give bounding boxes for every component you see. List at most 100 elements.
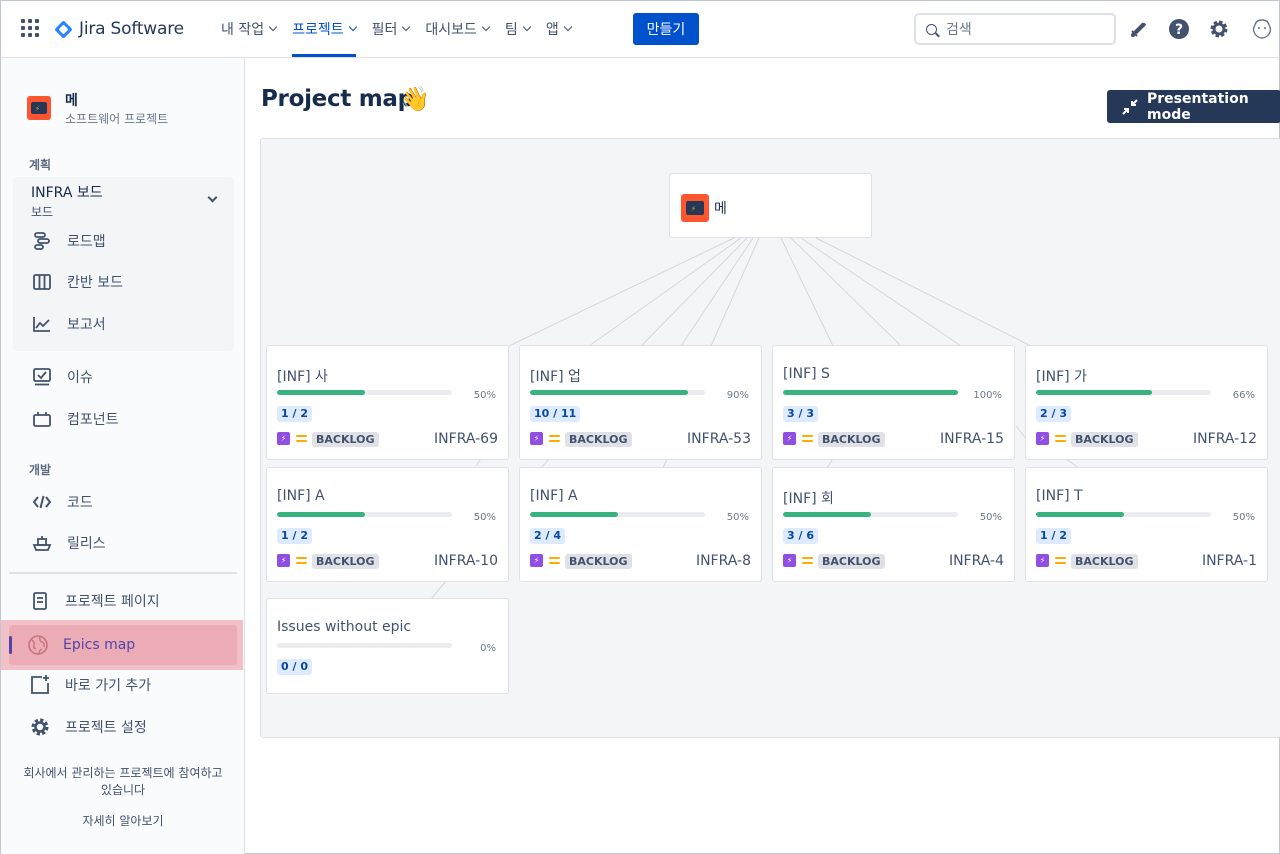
epic-card[interactable]: [INF] 회 50% 3 / 6 ⚡ BACKLOG INFRA-4 <box>772 467 1015 582</box>
app-name: Jira Software <box>79 19 184 39</box>
epic-lightning-icon: ⚡ <box>783 432 796 445</box>
sidebar-item-label: Epics map <box>63 637 136 653</box>
issue-count-badge: 1 / 2 <box>1036 528 1071 544</box>
sidebar-item-label: 이슈 <box>67 370 93 386</box>
board-title[interactable]: INFRA 보드 <box>31 185 103 201</box>
sidebar-item-label: 릴리스 <box>67 536 106 552</box>
sidebar-item-label: 보고서 <box>67 317 106 333</box>
progress-bar <box>1036 512 1211 517</box>
sidebar-item-issues[interactable]: 이슈 <box>31 365 93 389</box>
progress-bar <box>783 512 958 517</box>
root-node-name: 메 <box>714 201 727 217</box>
issue-key[interactable]: INFRA-15 <box>940 431 1004 447</box>
releases-ship-icon <box>31 532 53 554</box>
status-badge: BACKLOG <box>565 432 632 447</box>
sidebar-item-epics-map[interactable]: Epics map <box>27 633 135 657</box>
sidebar-item-components[interactable]: 컴포넌트 <box>31 407 119 431</box>
epic-lightning-icon: ⚡ <box>1036 432 1049 445</box>
epic-title: [INF] 업 <box>530 369 581 385</box>
epic-card[interactable]: [INF] S 100% 3 / 3 ⚡ BACKLOG INFRA-15 <box>772 345 1015 460</box>
help-icon[interactable]: ? <box>1167 17 1191 41</box>
status-badge: BACKLOG <box>818 432 885 447</box>
reports-chart-icon <box>31 313 53 335</box>
status-badge: BACKLOG <box>565 554 632 569</box>
notifications-icon[interactable] <box>1127 17 1151 41</box>
epic-title: [INF] 가 <box>1036 369 1087 385</box>
progress-bar <box>277 643 452 648</box>
settings-gear-icon[interactable] <box>1207 17 1231 41</box>
progress-percent: 100% <box>973 390 1002 401</box>
epic-card[interactable]: [INF] A 50% 2 / 4 ⚡ BACKLOG INFRA-8 <box>519 467 762 582</box>
progress-percent: 50% <box>726 512 749 523</box>
issue-key[interactable]: INFRA-10 <box>434 553 498 569</box>
project-pages-icon <box>29 590 51 612</box>
nav-teams[interactable]: 팀 <box>497 1 538 57</box>
project-root-node[interactable]: 메 <box>669 173 872 238</box>
nav-my-work[interactable]: 내 작업 <box>213 1 284 57</box>
presentation-mode-button[interactable]: Presentation mode <box>1107 90 1280 123</box>
issue-key[interactable]: INFRA-1 <box>1201 553 1257 569</box>
page-title: Project map <box>261 86 414 112</box>
progress-percent: 0% <box>480 643 496 654</box>
epic-lightning-icon: ⚡ <box>530 432 543 445</box>
epic-card[interactable]: [INF] A 50% 1 / 2 ⚡ BACKLOG INFRA-10 <box>266 467 509 582</box>
epic-card-no-epic[interactable]: Issues without epic 0% 0 / 0 <box>266 598 509 694</box>
progress-bar <box>1036 390 1211 395</box>
progress-bar <box>530 390 705 395</box>
epic-card[interactable]: [INF] 업 90% 10 / 11 ⚡ BACKLOG INFRA-53 <box>519 345 762 460</box>
issue-key[interactable]: INFRA-12 <box>1193 431 1257 447</box>
epic-title: [INF] A <box>530 488 578 504</box>
search-icon <box>926 23 937 35</box>
nav-dashboards[interactable]: 대시보드 <box>417 1 497 57</box>
status-badge: BACKLOG <box>1071 432 1138 447</box>
epic-lightning-icon: ⚡ <box>783 554 796 567</box>
create-button[interactable]: 만들기 <box>633 13 699 45</box>
progress-percent: 66% <box>1232 390 1255 401</box>
jira-logo[interactable]: Jira Software <box>53 17 184 41</box>
sidebar-item-add-shortcut[interactable]: 바로 가기 추가 <box>29 673 151 697</box>
sidebar-item-releases[interactable]: 릴리스 <box>31 531 106 555</box>
epic-card[interactable]: [INF] 가 66% 2 / 3 ⚡ BACKLOG INFRA-12 <box>1025 345 1268 460</box>
learn-more-link[interactable]: 자세히 알아보기 <box>82 814 164 828</box>
sidebar-item-label: 로드맵 <box>67 234 106 250</box>
sidebar-item-label: 칸반 보드 <box>67 275 123 291</box>
sidebar-item-kanban[interactable]: 칸반 보드 <box>31 270 123 294</box>
kanban-board-icon <box>31 271 53 293</box>
priority-medium-icon <box>1055 435 1066 443</box>
issue-key[interactable]: INFRA-8 <box>695 553 751 569</box>
progress-percent: 90% <box>726 390 749 401</box>
sidebar-item-roadmap[interactable]: 로드맵 <box>31 229 106 253</box>
epic-title: [INF] 사 <box>277 369 328 385</box>
priority-medium-icon <box>802 435 813 443</box>
issue-key[interactable]: INFRA-4 <box>948 553 1004 569</box>
avatar[interactable] <box>1250 17 1274 41</box>
nav-apps[interactable]: 앱 <box>538 1 579 57</box>
components-icon <box>31 408 53 430</box>
issue-count-badge: 3 / 6 <box>783 528 818 544</box>
progress-percent: 50% <box>979 512 1002 523</box>
project-header[interactable]: 메 소프트웨어 프로젝트 <box>27 93 168 126</box>
progress-bar <box>783 390 958 395</box>
issue-key[interactable]: INFRA-69 <box>434 431 498 447</box>
epic-card[interactable]: [INF] 사 50% 1 / 2 ⚡ BACKLOG INFRA-69 <box>266 345 509 460</box>
project-avatar-icon <box>681 194 709 222</box>
sidebar-item-label: 컴포넌트 <box>67 412 119 428</box>
app-switcher-icon[interactable] <box>21 19 41 39</box>
sidebar-item-project-settings[interactable]: 프로젝트 설정 <box>29 715 147 739</box>
issue-count-badge: 2 / 4 <box>530 528 565 544</box>
status-badge: BACKLOG <box>312 554 379 569</box>
globe-icon <box>27 634 49 656</box>
nav-projects[interactable]: 프로젝트 <box>284 1 364 57</box>
sidebar-item-code[interactable]: 코드 <box>31 490 93 514</box>
nav-filters[interactable]: 필터 <box>364 1 418 57</box>
search-input[interactable]: 검색 <box>914 13 1116 45</box>
settings-gear-icon <box>29 716 51 738</box>
sidebar-item-reports[interactable]: 보고서 <box>31 312 106 336</box>
roadmap-icon <box>31 230 53 252</box>
issue-key[interactable]: INFRA-53 <box>687 431 751 447</box>
epic-lightning-icon: ⚡ <box>1036 554 1049 567</box>
issues-icon <box>31 366 53 388</box>
sidebar-item-project-pages[interactable]: 프로젝트 페이지 <box>29 589 160 613</box>
epic-card[interactable]: [INF] T 50% 1 / 2 ⚡ BACKLOG INFRA-1 <box>1025 467 1268 582</box>
